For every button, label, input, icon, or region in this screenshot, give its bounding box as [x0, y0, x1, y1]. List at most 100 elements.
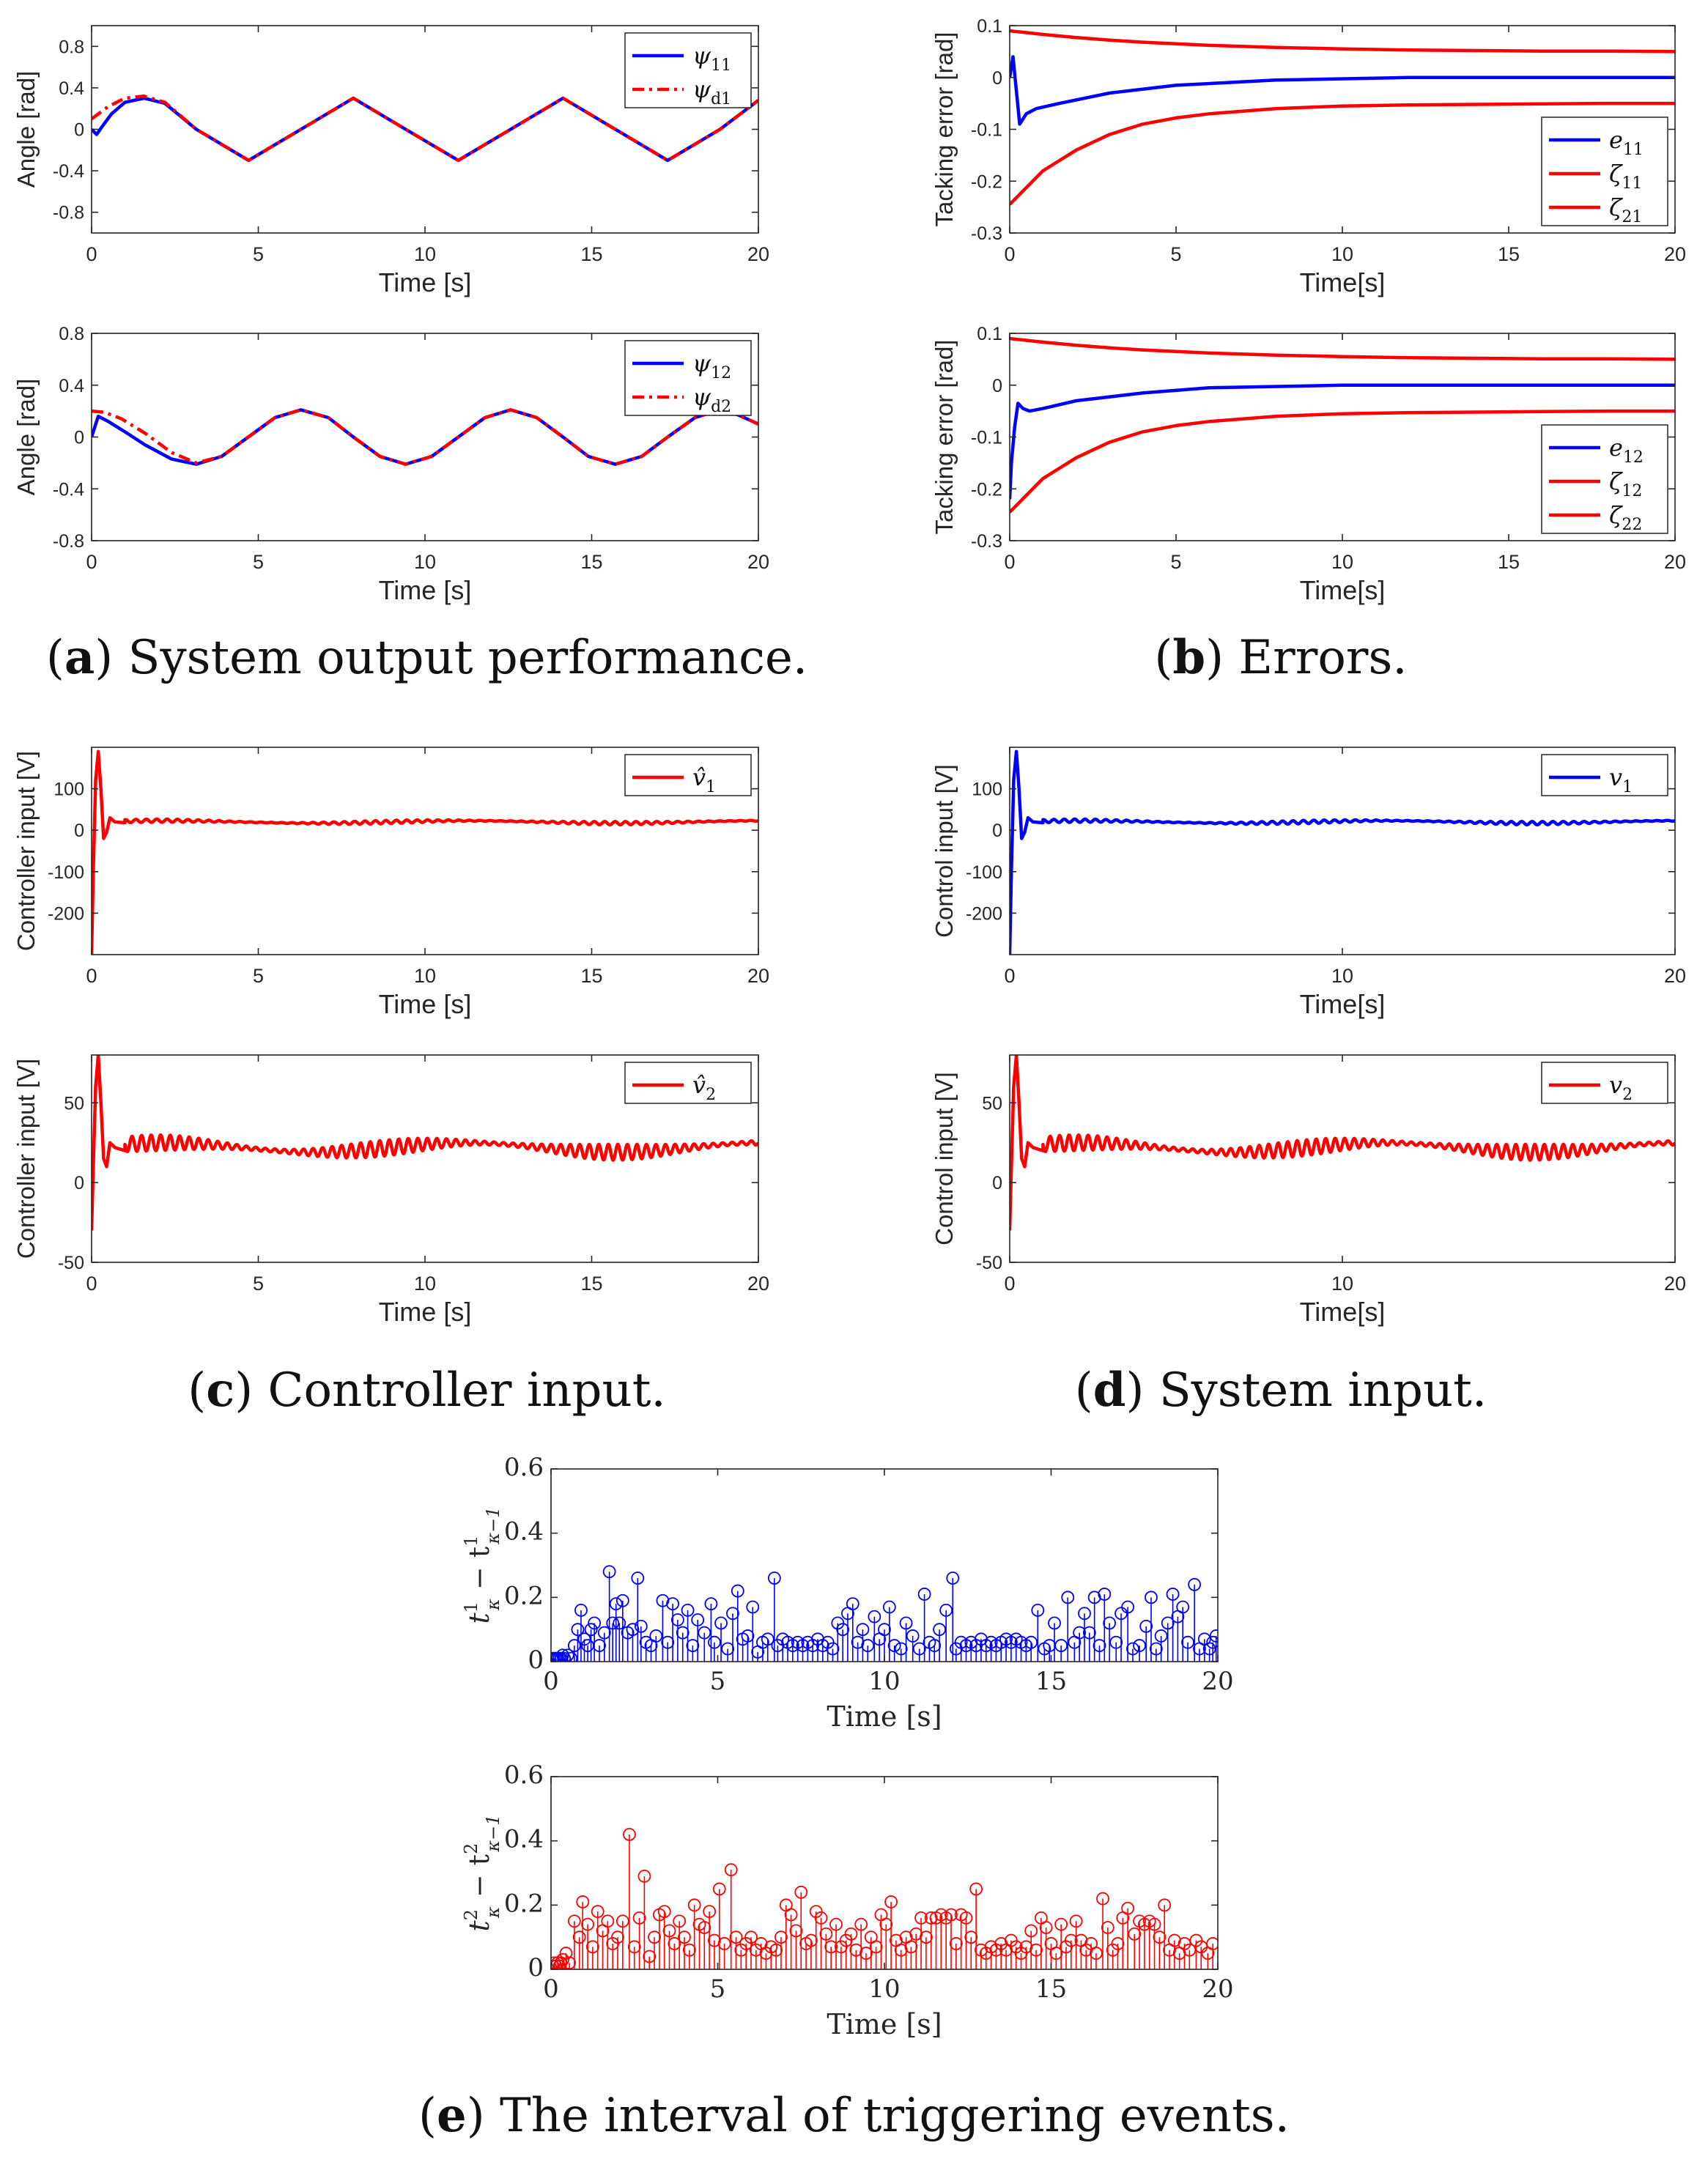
caption-d-text: System input. [1158, 1363, 1487, 1418]
chart-a2: 0 5 10 15 20 -0.8 -0.4 0 0.4 0.8 Time [s] Angle [ra… [12, 324, 769, 605]
stem-marker [649, 1629, 663, 1643]
y-tick-label: -0.2 [971, 479, 1002, 500]
y-tick-label: 0.8 [59, 324, 84, 344]
y-tick-label: 0 [74, 821, 84, 841]
stem-marker [928, 1639, 942, 1652]
stem-marker [606, 1616, 620, 1630]
caption-a: (a) System output performance. [45, 630, 808, 685]
stem-marker [879, 1917, 893, 1931]
y-tick-label: 50 [982, 1093, 1002, 1114]
series-line-ζ21 [1010, 101, 1675, 206]
y-tick-label: 0.4 [59, 376, 84, 396]
x-tick-label: 10 [414, 551, 436, 573]
x-axis-label: Time [s] [379, 989, 472, 1019]
stem-marker [868, 1610, 881, 1624]
stem-marker [591, 1905, 605, 1919]
legend-box [1541, 754, 1668, 796]
stem-marker [698, 1626, 711, 1640]
stem-marker [678, 1930, 691, 1944]
y-tick-label: 0 [74, 1173, 84, 1193]
stem-marker [1101, 1921, 1114, 1934]
x-axis-label: Time[s] [1300, 575, 1386, 605]
x-tick-label: 0 [543, 1667, 559, 1696]
x-tick-label: 5 [710, 1974, 726, 2004]
x-tick-label: 10 [868, 1667, 900, 1696]
stem-marker [939, 1603, 953, 1617]
stem-marker [668, 1937, 681, 1950]
x-tick-label: 0 [86, 1273, 97, 1295]
stem-marker [567, 1639, 581, 1652]
stem-marker [805, 1933, 818, 1947]
stem-marker [906, 1629, 920, 1643]
stem-marker [1029, 1943, 1043, 1957]
y-axis-label: Controller input [V] [12, 1059, 40, 1259]
stem-marker [844, 1927, 858, 1941]
stem-marker [613, 1616, 626, 1630]
x-tick-label: 0 [1004, 1273, 1015, 1295]
x-axis-label: Time[s] [1300, 267, 1386, 297]
stem-marker [904, 1940, 918, 1954]
stem-marker [1206, 1635, 1218, 1649]
legend-label: ψ12 [692, 349, 731, 382]
stem-marker [1154, 1629, 1168, 1643]
x-axis-label: Time [s] [379, 575, 472, 605]
stem-marker [593, 1639, 606, 1652]
stem-marker [634, 1619, 648, 1633]
stem-marker [1128, 1927, 1142, 1941]
chart-d1: 0 10 20 -200 -100 0 100 Time[s] Control input [V… [931, 747, 1686, 1019]
x-tick-label: 20 [1664, 965, 1686, 987]
y-tick-label: 0.6 [504, 1761, 544, 1790]
stem-marker [882, 1600, 896, 1614]
stem-marker [559, 1947, 573, 1960]
stem-marker [912, 1642, 926, 1656]
legend-box [624, 1062, 752, 1104]
chart-e2: 0 5 10 15 20 0 0.2 0.4 0.6 Time [s] t2κ − t2κ−1 [461, 1761, 1234, 2040]
stem-marker [1121, 1901, 1135, 1915]
stem-marker [708, 1635, 721, 1649]
stem-marker [946, 1571, 960, 1585]
stem-marker [623, 1827, 636, 1841]
data-layer [92, 408, 758, 466]
stem-marker [585, 1940, 599, 1954]
caption-b: (b) Errors. [1154, 630, 1408, 685]
x-tick-label: 15 [580, 243, 602, 265]
legend-box [1541, 424, 1668, 534]
stem-marker [567, 1914, 581, 1928]
stem-marker [919, 1930, 933, 1944]
stem-marker [556, 1952, 569, 1966]
stem-marker [681, 1603, 695, 1617]
stem-marker [836, 1623, 850, 1637]
legend-label: ζ22 [1609, 501, 1642, 534]
stem-marker [632, 1911, 646, 1925]
stem-marker [959, 1911, 973, 1925]
stem-marker [698, 1921, 711, 1934]
stem-marker [949, 1937, 963, 1950]
y-tick-label: -0.1 [971, 428, 1002, 448]
stem-marker [1209, 1629, 1218, 1643]
stem-marker [1111, 1937, 1125, 1950]
y-tick-label: -100 [966, 862, 1002, 883]
y-tick-label: 0 [74, 428, 84, 448]
stem-marker [637, 1869, 651, 1883]
stem-marker [774, 1930, 788, 1944]
x-tick-label: 0 [543, 1974, 559, 2004]
x-tick-label: 15 [580, 1273, 602, 1295]
stem-marker [597, 1626, 611, 1640]
stem-marker [824, 1940, 838, 1954]
chart-c1: 0 5 10 15 20 -200 -100 0 100 Time [s] Controller i… [12, 747, 769, 1019]
y-tick-label: -0.8 [53, 203, 84, 223]
caption-e-text: The interval of triggering events. [500, 2089, 1290, 2143]
stem-marker [829, 1917, 843, 1931]
y-tick-label: 0.2 [504, 1581, 544, 1610]
stem-marker [686, 1639, 700, 1652]
stem-marker [584, 1623, 598, 1637]
plot-area [551, 1777, 1218, 1969]
y-tick-label: -0.3 [971, 531, 1002, 552]
y-tick-label: 0 [992, 376, 1002, 396]
stem-marker [577, 1632, 591, 1646]
stem-marker [741, 1629, 755, 1643]
stem-marker [884, 1895, 898, 1909]
